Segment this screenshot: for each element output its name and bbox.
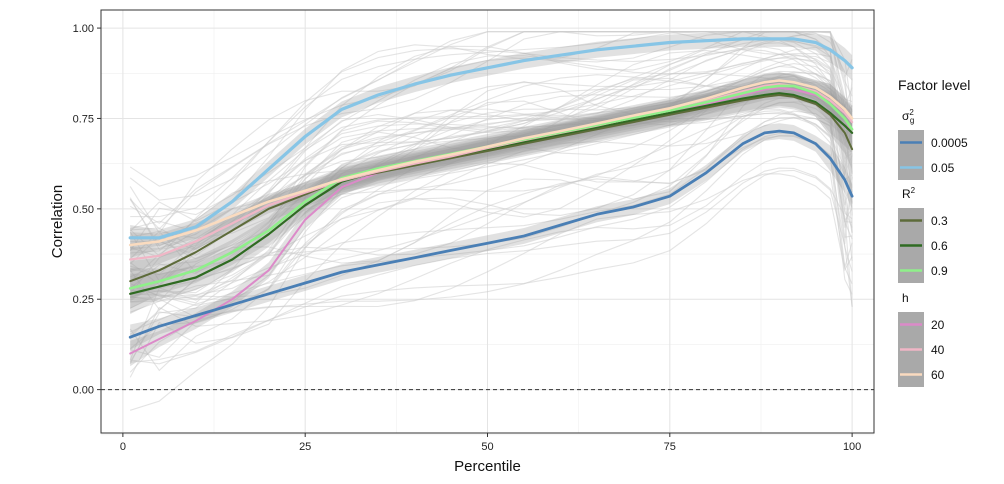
series-lines (128, 37, 854, 355)
replicate-curve (130, 54, 853, 303)
legend-item-label: 60 (931, 368, 945, 382)
y-axis-title: Correlation (49, 185, 66, 258)
y-tick-label: 0.50 (73, 204, 94, 216)
legend-item-label: 20 (931, 318, 945, 332)
replicate-curve (130, 116, 853, 300)
y-tick-label: 0.25 (73, 294, 94, 306)
legend-item-label: 0.9 (931, 264, 948, 278)
series-line-0.6 (129, 92, 854, 295)
replicate-curve (129, 173, 853, 373)
legend-item-label: 0.05 (931, 161, 955, 175)
x-tick-label: 50 (481, 441, 493, 453)
legend-item-label: 0.6 (931, 239, 948, 253)
y-axis: 0.00 0.25 0.50 0.75 1.00 (73, 23, 101, 397)
x-axis-title: Percentile (454, 458, 521, 475)
x-axis: 0 25 50 75 100 (120, 433, 861, 453)
plot-panel (100, 9, 875, 436)
replicate-curve (129, 101, 853, 378)
replicate-curve (129, 82, 853, 335)
legend-item-label: 0.3 (931, 214, 948, 228)
legend-group-title: R2 (902, 186, 916, 201)
legend-item-label: 40 (931, 343, 945, 357)
y-tick-label: 0.75 (73, 113, 94, 125)
series-line-60 (128, 79, 854, 247)
replicate-curve (130, 167, 853, 365)
legend-group-title: σ2 g (902, 108, 914, 125)
replicate-curve (130, 49, 853, 256)
series-line-0.3 (129, 94, 854, 283)
legend-item-label: 0.0005 (931, 136, 968, 150)
y-tick-label: 1.00 (73, 23, 94, 35)
x-tick-label: 100 (843, 441, 861, 453)
replicate-curve (130, 91, 853, 358)
replicate-curve (129, 112, 853, 311)
replicate-curve (129, 31, 853, 251)
band-0.3 (130, 82, 853, 302)
series-line-0.0005 (128, 129, 854, 339)
series-line-0.05 (128, 37, 854, 240)
replicate-curve (129, 46, 853, 338)
legend: Factor level σ2 g 0.0005 0.05 R2 0.3 0.6 0.9 h 20… (898, 77, 970, 387)
band-0.0005 (130, 123, 853, 350)
x-tick-label: 0 (120, 441, 126, 453)
band-0.6 (130, 80, 853, 315)
legend-title: Factor level (898, 77, 970, 93)
y-tick-label: 0.00 (73, 385, 94, 397)
x-tick-label: 25 (299, 441, 311, 453)
replicate-curve (129, 58, 853, 294)
band-0.9 (130, 73, 853, 309)
legend-group-title: h (902, 291, 909, 305)
x-tick-label: 75 (664, 441, 676, 453)
